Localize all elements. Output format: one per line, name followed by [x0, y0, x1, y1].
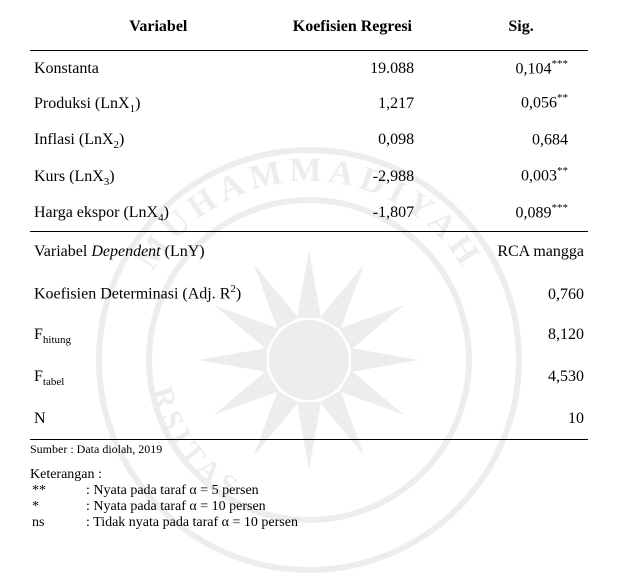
- keterangan-row: * : Nyata pada taraf α = 10 persen: [30, 499, 588, 515]
- keterangan-title: Keterangan :: [30, 467, 588, 483]
- stat-label: Ftabel: [30, 357, 454, 399]
- cell-koef: -2,988: [287, 158, 454, 195]
- cell-variabel: Kurs (LnX3): [30, 158, 287, 195]
- source-note: Sumber : Data diolah, 2019: [30, 442, 588, 457]
- cell-koef: 0,098: [287, 122, 454, 159]
- table-header-row: Variabel Koefisien Regresi Sig.: [30, 10, 588, 51]
- regression-table: Variabel Koefisien Regresi Sig. Konstant…: [30, 10, 588, 440]
- cell-variabel: Konstanta: [30, 51, 287, 86]
- stat-value: 4,530: [454, 357, 588, 399]
- stat-row: Variabel Dependent (LnY) RCA mangga: [30, 232, 588, 273]
- stat-row: N 10: [30, 399, 588, 440]
- keterangan-symbol: *: [30, 499, 84, 515]
- stat-row: Koefisien Determinasi (Adj. R2) 0,760: [30, 272, 588, 314]
- stat-value: RCA mangga: [454, 232, 588, 273]
- cell-variabel: Produksi (LnX1): [30, 85, 287, 122]
- keterangan-desc: : Tidak nyata pada taraf α = 10 persen: [84, 515, 588, 531]
- table-row: Kurs (LnX3) -2,988 0,003**: [30, 158, 588, 195]
- header-sig: Sig.: [454, 10, 588, 51]
- cell-variabel: Inflasi (LnX2): [30, 122, 287, 159]
- table-row: Harga ekspor (LnX4) -1,807 0,089***: [30, 195, 588, 232]
- keterangan-desc: : Nyata pada taraf α = 10 persen: [84, 499, 588, 515]
- keterangan-desc: : Nyata pada taraf α = 5 persen: [84, 483, 588, 499]
- cell-variabel: Harga ekspor (LnX4): [30, 195, 287, 232]
- table-row: Produksi (LnX1) 1,217 0,056**: [30, 85, 588, 122]
- stat-label: Variabel Dependent (LnY): [30, 232, 454, 273]
- cell-sig: 0,684: [454, 122, 588, 159]
- cell-koef: 19.088: [287, 51, 454, 86]
- stat-label: N: [30, 399, 454, 440]
- cell-sig: 0,003**: [454, 158, 588, 195]
- table-row: Konstanta 19.088 0,104***: [30, 51, 588, 86]
- stat-value: 10: [454, 399, 588, 440]
- cell-sig: 0,104***: [454, 51, 588, 86]
- keterangan-symbol: ns: [30, 515, 84, 531]
- stat-value: 8,120: [454, 315, 588, 357]
- header-koef: Koefisien Regresi: [287, 10, 454, 51]
- regression-table-document: Variabel Koefisien Regresi Sig. Konstant…: [0, 0, 618, 531]
- stat-row: Ftabel 4,530: [30, 357, 588, 399]
- keterangan-table: ** : Nyata pada taraf α = 5 persen * : N…: [30, 483, 588, 531]
- keterangan-row: ns : Tidak nyata pada taraf α = 10 perse…: [30, 515, 588, 531]
- stat-row: Fhitung 8,120: [30, 315, 588, 357]
- cell-sig: 0,056**: [454, 85, 588, 122]
- stat-value: 0,760: [454, 272, 588, 314]
- keterangan-symbol: **: [30, 483, 84, 499]
- cell-koef: -1,807: [287, 195, 454, 232]
- stat-label: Fhitung: [30, 315, 454, 357]
- keterangan-row: ** : Nyata pada taraf α = 5 persen: [30, 483, 588, 499]
- header-variabel: Variabel: [30, 10, 287, 51]
- keterangan-block: Keterangan : ** : Nyata pada taraf α = 5…: [30, 467, 588, 531]
- cell-koef: 1,217: [287, 85, 454, 122]
- table-row: Inflasi (LnX2) 0,098 0,684: [30, 122, 588, 159]
- stat-label: Koefisien Determinasi (Adj. R2): [30, 272, 454, 314]
- cell-sig: 0,089***: [454, 195, 588, 232]
